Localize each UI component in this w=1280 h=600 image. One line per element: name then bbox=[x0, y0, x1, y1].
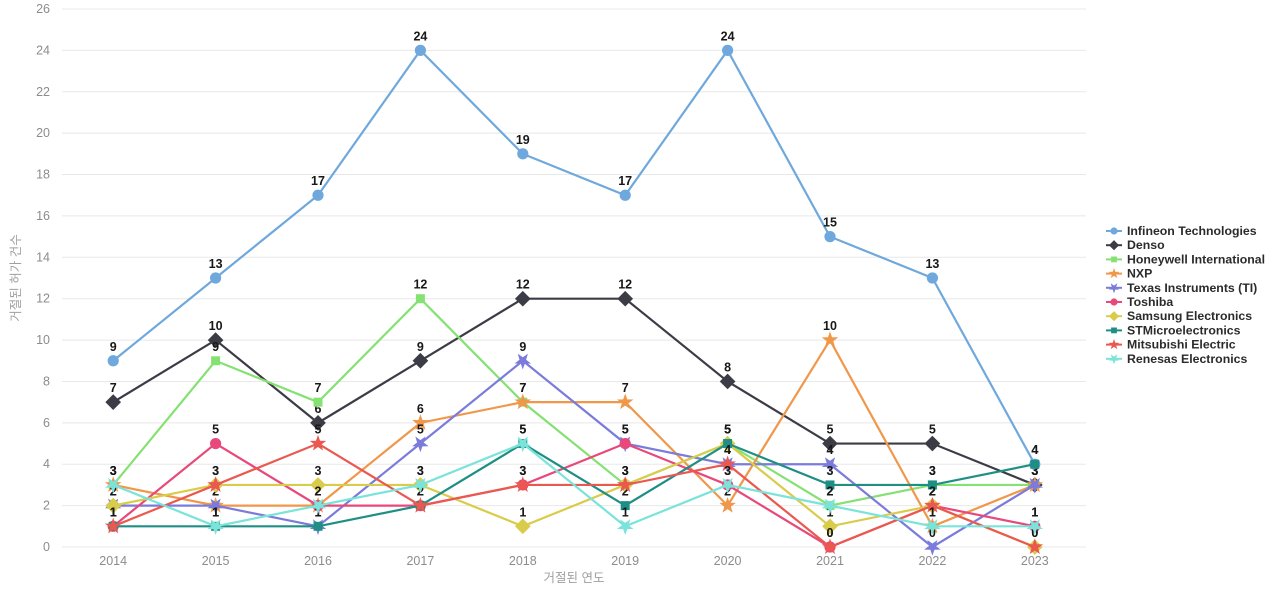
svg-text:17: 17 bbox=[311, 174, 325, 188]
svg-text:22: 22 bbox=[36, 85, 50, 99]
svg-text:9: 9 bbox=[110, 340, 117, 354]
svg-text:3: 3 bbox=[110, 464, 117, 478]
svg-text:24: 24 bbox=[721, 29, 735, 43]
svg-text:18: 18 bbox=[36, 168, 50, 182]
svg-text:Denso: Denso bbox=[1127, 238, 1165, 252]
svg-text:2020: 2020 bbox=[714, 554, 742, 568]
svg-text:7: 7 bbox=[110, 381, 117, 395]
svg-text:7: 7 bbox=[519, 381, 526, 395]
svg-text:4: 4 bbox=[827, 443, 834, 457]
svg-text:20: 20 bbox=[36, 126, 50, 140]
svg-text:2: 2 bbox=[827, 485, 834, 499]
svg-text:거절된 허가 건수: 거절된 허가 건수 bbox=[9, 234, 23, 321]
svg-text:2016: 2016 bbox=[304, 554, 332, 568]
svg-text:6: 6 bbox=[417, 402, 424, 416]
svg-text:7: 7 bbox=[622, 381, 629, 395]
svg-text:16: 16 bbox=[36, 209, 50, 223]
svg-text:12: 12 bbox=[413, 278, 427, 292]
svg-text:3: 3 bbox=[929, 464, 936, 478]
svg-text:9: 9 bbox=[212, 340, 219, 354]
svg-text:1: 1 bbox=[929, 505, 936, 519]
svg-text:12: 12 bbox=[618, 278, 632, 292]
svg-text:2023: 2023 bbox=[1021, 554, 1049, 568]
svg-text:15: 15 bbox=[823, 216, 837, 230]
svg-text:3: 3 bbox=[519, 464, 526, 478]
svg-text:2018: 2018 bbox=[509, 554, 537, 568]
svg-text:2015: 2015 bbox=[202, 554, 230, 568]
svg-text:13: 13 bbox=[209, 257, 223, 271]
svg-text:2017: 2017 bbox=[406, 554, 434, 568]
svg-text:5: 5 bbox=[212, 423, 219, 437]
svg-text:5: 5 bbox=[929, 423, 936, 437]
svg-text:Renesas Electronics: Renesas Electronics bbox=[1127, 352, 1247, 366]
svg-text:2019: 2019 bbox=[611, 554, 639, 568]
svg-text:NXP: NXP bbox=[1127, 267, 1152, 281]
svg-text:6: 6 bbox=[43, 416, 50, 430]
svg-text:4: 4 bbox=[43, 457, 50, 471]
svg-text:5: 5 bbox=[519, 423, 526, 437]
svg-text:2022: 2022 bbox=[918, 554, 946, 568]
svg-text:4: 4 bbox=[724, 443, 731, 457]
svg-text:12: 12 bbox=[36, 292, 50, 306]
svg-text:1: 1 bbox=[622, 505, 629, 519]
svg-text:Infineon Technologies: Infineon Technologies bbox=[1127, 224, 1257, 238]
svg-text:5: 5 bbox=[622, 423, 629, 437]
svg-text:10: 10 bbox=[36, 333, 50, 347]
svg-text:5: 5 bbox=[417, 423, 424, 437]
svg-text:3: 3 bbox=[212, 464, 219, 478]
svg-text:13: 13 bbox=[925, 257, 939, 271]
svg-text:2: 2 bbox=[43, 499, 50, 513]
svg-text:Samsung Electronics: Samsung Electronics bbox=[1127, 309, 1252, 323]
svg-text:14: 14 bbox=[36, 250, 50, 264]
svg-text:Toshiba: Toshiba bbox=[1127, 295, 1173, 309]
svg-text:0: 0 bbox=[827, 526, 834, 540]
svg-text:24: 24 bbox=[413, 29, 427, 43]
svg-text:3: 3 bbox=[724, 464, 731, 478]
svg-text:9: 9 bbox=[417, 340, 424, 354]
svg-text:Mitsubishi Electric: Mitsubishi Electric bbox=[1127, 338, 1236, 352]
svg-text:2014: 2014 bbox=[99, 554, 127, 568]
svg-text:거절된 연도: 거절된 연도 bbox=[544, 571, 605, 585]
svg-text:12: 12 bbox=[516, 278, 530, 292]
svg-text:8: 8 bbox=[724, 360, 731, 374]
svg-text:0: 0 bbox=[43, 540, 50, 554]
svg-text:1: 1 bbox=[212, 505, 219, 519]
svg-text:STMicroelectronics: STMicroelectronics bbox=[1127, 323, 1241, 337]
svg-text:3: 3 bbox=[827, 464, 834, 478]
svg-text:7: 7 bbox=[315, 381, 322, 395]
svg-text:5: 5 bbox=[827, 423, 834, 437]
svg-text:10: 10 bbox=[209, 319, 223, 333]
svg-text:17: 17 bbox=[618, 174, 632, 188]
svg-text:3: 3 bbox=[417, 464, 424, 478]
svg-text:2021: 2021 bbox=[816, 554, 844, 568]
svg-text:5: 5 bbox=[315, 423, 322, 437]
svg-text:3: 3 bbox=[315, 464, 322, 478]
svg-text:1: 1 bbox=[519, 505, 526, 519]
svg-text:5: 5 bbox=[724, 423, 731, 437]
svg-text:10: 10 bbox=[823, 319, 837, 333]
svg-text:1: 1 bbox=[1031, 505, 1038, 519]
svg-text:8: 8 bbox=[43, 374, 50, 388]
svg-text:2: 2 bbox=[929, 485, 936, 499]
svg-text:3: 3 bbox=[622, 464, 629, 478]
svg-text:Texas Instruments (TI): Texas Instruments (TI) bbox=[1127, 281, 1257, 295]
svg-text:1: 1 bbox=[110, 505, 117, 519]
svg-text:Honeywell International: Honeywell International bbox=[1127, 252, 1265, 266]
svg-text:19: 19 bbox=[516, 133, 530, 147]
svg-text:9: 9 bbox=[519, 340, 526, 354]
svg-text:26: 26 bbox=[36, 2, 50, 16]
svg-text:24: 24 bbox=[36, 43, 50, 57]
svg-text:2: 2 bbox=[315, 485, 322, 499]
svg-text:4: 4 bbox=[1031, 443, 1038, 457]
